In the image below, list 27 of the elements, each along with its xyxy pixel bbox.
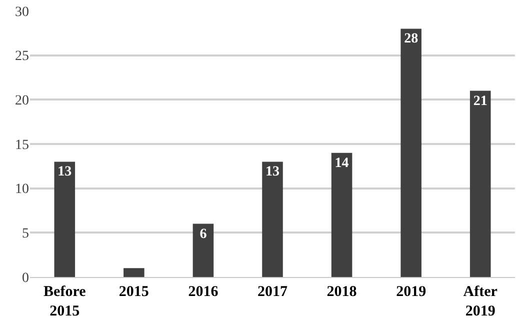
x-tick-label: 2015 — [118, 284, 149, 300]
bar — [54, 162, 76, 277]
bar — [331, 152, 352, 277]
bar — [470, 90, 491, 277]
x-tick-label: 2016 — [188, 284, 219, 300]
bar — [262, 162, 283, 277]
data-label: 13 — [266, 164, 280, 180]
data-label: 14 — [334, 156, 349, 171]
y-tick-label: 25 — [15, 49, 29, 64]
x-tick-label: Before 2015 — [44, 284, 86, 320]
x-tick-label: 2018 — [326, 284, 357, 300]
y-tick-label: 20 — [15, 94, 29, 109]
bar — [400, 28, 422, 277]
data-label: 6 — [200, 226, 207, 242]
y-tick-label: 0 — [22, 270, 29, 286]
data-label: 13 — [58, 164, 72, 180]
x-tick-label: 2019 — [396, 284, 426, 300]
y-tick-label: 5 — [22, 226, 29, 242]
x-tick-label: After 2019 — [463, 284, 498, 320]
y-tick-label: 15 — [15, 138, 29, 153]
x-tick-label: 2017 — [258, 284, 288, 300]
y-tick-label: 10 — [15, 182, 29, 198]
data-label: 21 — [473, 94, 488, 109]
bar — [124, 268, 144, 277]
y-tick-label: 30 — [15, 4, 29, 20]
data-label: 28 — [404, 32, 418, 47]
bar — [192, 224, 214, 277]
